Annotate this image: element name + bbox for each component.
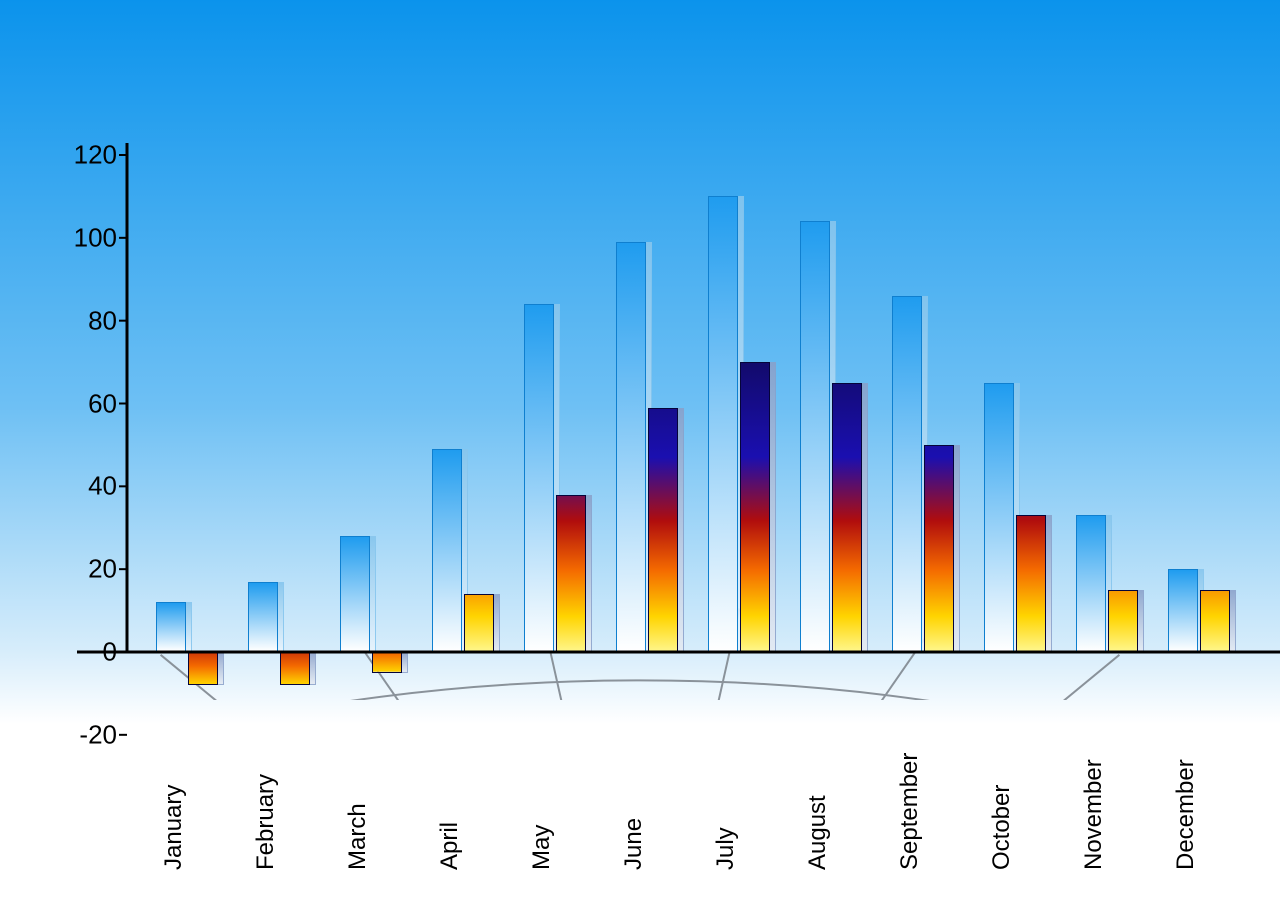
bar-series-b (648, 408, 678, 652)
bar-series-b (556, 495, 586, 652)
bar-series-a (708, 196, 738, 652)
bar-series-b (924, 445, 954, 652)
bar-series-a (432, 449, 462, 652)
category-label: July (712, 827, 740, 870)
bar-series-a (616, 242, 646, 652)
chart-root: -20 0 20 40 60 80 100 120 January February March Ap… (0, 0, 1280, 905)
category-label: March (344, 803, 372, 870)
category-label: September (896, 753, 924, 870)
bar-series-b (1108, 590, 1138, 652)
ytick-label: 0 (47, 637, 117, 668)
bar-series-a (156, 602, 186, 652)
bar-series-a (524, 304, 554, 652)
bar-series-a (800, 221, 830, 652)
ytick-label: 60 (47, 388, 117, 419)
category-label: October (988, 785, 1016, 870)
ytick-label: -20 (47, 719, 117, 750)
bar-series-a (248, 582, 278, 652)
category-label: May (528, 825, 556, 870)
bar-series-a (892, 296, 922, 652)
bar-series-b (1200, 590, 1230, 652)
bar-series-b (740, 362, 770, 652)
ytick-label: 120 (47, 140, 117, 171)
category-label: February (252, 774, 280, 870)
bar-series-b (188, 652, 218, 685)
category-label: December (1172, 759, 1200, 870)
bar-chart: -20 0 20 40 60 80 100 120 January February March Ap… (0, 0, 1280, 905)
category-label: June (620, 818, 648, 870)
ytick-label: 20 (47, 554, 117, 585)
category-label: January (160, 785, 188, 870)
bar-series-a (340, 536, 370, 652)
ytick-label: 40 (47, 471, 117, 502)
bar-series-b (280, 652, 310, 685)
bar-series-a (984, 383, 1014, 652)
bar-series-b (832, 383, 862, 652)
ytick-label: 80 (47, 305, 117, 336)
bar-series-b (464, 594, 494, 652)
category-label: April (436, 822, 464, 870)
category-label: November (1080, 759, 1108, 870)
bar-series-a (1076, 515, 1106, 652)
bar-series-a (1168, 569, 1198, 652)
bar-series-b (372, 652, 402, 673)
bar-series-b (1016, 515, 1046, 652)
ytick-label: 100 (47, 222, 117, 253)
category-label: August (804, 795, 832, 870)
